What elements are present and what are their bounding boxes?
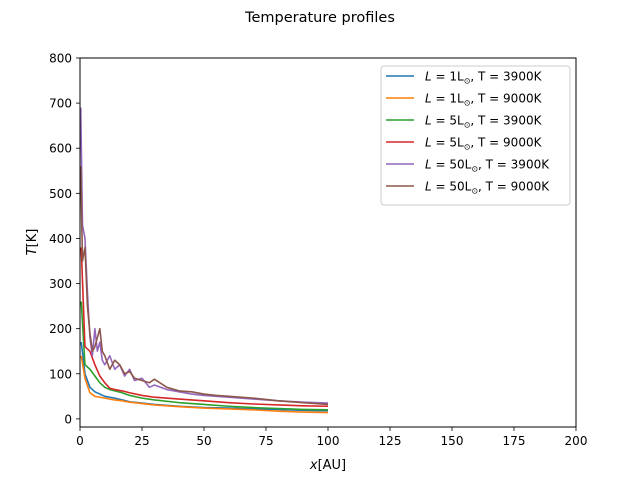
y-axis-label-variable: T	[25, 246, 40, 255]
plot-lines	[79, 107, 329, 414]
y-tick-label: 800	[49, 52, 72, 66]
series-line-5	[79, 107, 329, 404]
legend-box	[380, 65, 571, 206]
x-tick-label: 50	[196, 434, 211, 448]
x-axis-label-unit: [AU]	[318, 458, 347, 473]
series-line-2	[80, 355, 329, 414]
y-tick-label: 200	[49, 322, 72, 336]
series-line-6	[79, 166, 329, 406]
chart-title: Temperature profiles	[244, 10, 395, 26]
y-tick-label: 700	[49, 97, 72, 111]
x-tick-label: 100	[317, 434, 340, 448]
y-tick-label: 400	[49, 232, 72, 246]
x-tick-label: 25	[134, 434, 149, 448]
x-axis-label: x[AU]	[309, 458, 346, 473]
legend-label-3: L = 5L⊙, T = 3900K	[425, 114, 543, 130]
y-axis: 0 100 200 300 400 500 600 700 800	[49, 52, 80, 426]
plot-frame	[79, 57, 577, 428]
y-axis-label-unit: [K]	[25, 229, 40, 248]
x-tick-label: 200	[565, 434, 588, 448]
legend-label-5: L = 50L⊙, T = 3900K	[425, 158, 550, 174]
x-tick-label: 75	[258, 434, 273, 448]
legend-label-6: L = 50L⊙, T = 9000K	[425, 180, 550, 196]
x-tick-label: 150	[441, 434, 464, 448]
legend: L = 1L⊙, T = 3900K L = 1L⊙, T = 9000K L = …	[380, 65, 571, 206]
y-tick-label: 100	[49, 367, 72, 381]
series-line-3	[80, 301, 329, 411]
x-tick-label: 175	[503, 434, 526, 448]
y-tick-label: 500	[49, 187, 72, 201]
legend-label-1: L = 1L⊙, T = 3900K	[425, 70, 543, 86]
x-tick-label: 125	[379, 434, 402, 448]
y-tick-label: 600	[49, 142, 72, 156]
x-axis-label-variable: x	[309, 458, 318, 473]
x-tick-label: 0	[76, 434, 84, 448]
legend-label-4: L = 5L⊙, T = 9000K	[425, 136, 543, 152]
y-axis-label: T[K]	[25, 229, 40, 256]
legend-items: L = 1L⊙, T = 3900K L = 1L⊙, T = 9000K L = …	[386, 70, 550, 196]
series-line-4	[80, 247, 329, 408]
y-tick-label: 300	[49, 277, 72, 291]
y-tick-label: 0	[64, 412, 72, 426]
x-axis: 0 25 50 75 100 125 150 175 200	[76, 427, 587, 448]
legend-label-2: L = 1L⊙, T = 9000K	[425, 92, 543, 108]
